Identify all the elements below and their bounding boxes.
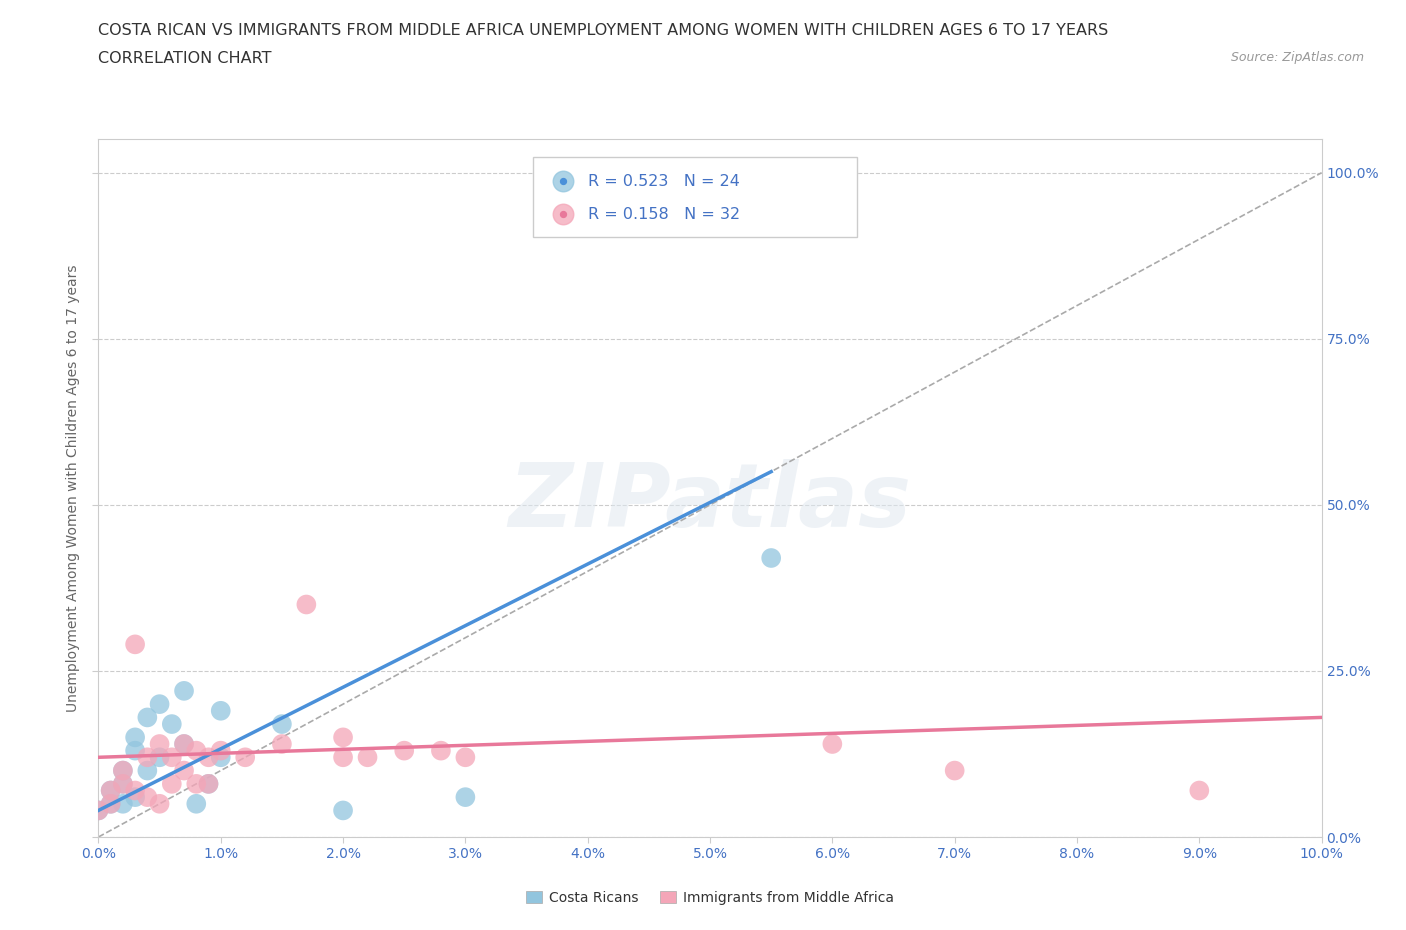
Point [270,737,292,751]
Point [136,750,159,764]
Point [111,764,134,778]
Point [759,551,782,565]
Point [209,743,232,758]
Point [124,783,146,798]
Point [124,743,146,758]
Point [356,750,378,764]
Point [173,737,195,751]
Point [209,703,232,718]
Point [160,777,183,791]
Point [270,717,292,732]
Point [124,637,146,652]
Point [173,684,195,698]
Point [111,777,134,791]
Point [87,803,110,817]
Point [332,750,354,764]
Text: COSTA RICAN VS IMMIGRANTS FROM MIDDLE AFRICA UNEMPLOYMENT AMONG WOMEN WITH CHILD: COSTA RICAN VS IMMIGRANTS FROM MIDDLE AF… [98,23,1109,38]
Point [295,597,318,612]
Point [430,743,453,758]
Y-axis label: Unemployment Among Women with Children Ages 6 to 17 years: Unemployment Among Women with Children A… [66,264,80,712]
Point [821,737,844,751]
Text: R = 0.158   N = 32: R = 0.158 N = 32 [588,206,740,221]
Point [197,750,219,764]
Point [332,730,354,745]
Point [111,764,134,778]
Point [100,783,122,798]
Point [136,710,159,724]
Legend: Costa Ricans, Immigrants from Middle Africa: Costa Ricans, Immigrants from Middle Afr… [520,885,900,910]
Point [136,764,159,778]
FancyBboxPatch shape [533,157,856,237]
Point [124,790,146,804]
Point [1188,783,1211,798]
Point [186,743,208,758]
Point [149,697,172,711]
Point [392,743,416,758]
Point [87,803,110,817]
Point [943,764,966,778]
Point [124,730,146,745]
Point [149,750,172,764]
Point [454,790,477,804]
Point [186,796,208,811]
Point [332,803,354,817]
Point [136,790,159,804]
Point [173,764,195,778]
Point [186,777,208,791]
Point [160,717,183,732]
Text: CORRELATION CHART: CORRELATION CHART [98,51,271,66]
Point [160,750,183,764]
Point [100,783,122,798]
Point [111,796,134,811]
Text: R = 0.523   N = 24: R = 0.523 N = 24 [588,174,740,189]
Point [149,796,172,811]
Point [197,777,219,791]
Point [209,750,232,764]
Point [233,750,256,764]
Point [197,777,219,791]
Text: Source: ZipAtlas.com: Source: ZipAtlas.com [1230,51,1364,64]
Point [100,796,122,811]
Point [111,777,134,791]
Point [100,796,122,811]
Text: ZIPatlas: ZIPatlas [509,458,911,546]
Point [173,737,195,751]
Point [149,737,172,751]
Point [454,750,477,764]
